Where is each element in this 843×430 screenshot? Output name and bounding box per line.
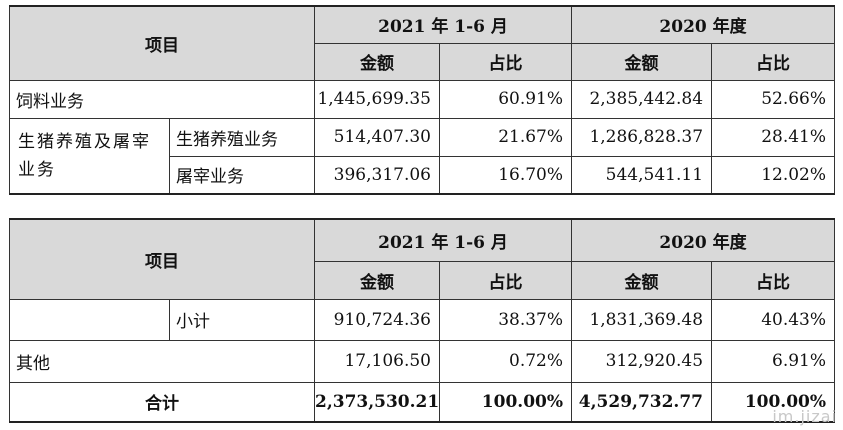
header-ratio-2021h1: 占比 [438, 42, 573, 81]
amount-2020: 544,541.11 [571, 155, 713, 195]
table-row-subtotal: 小计 910,724.36 38.37% 1,831,369.48 40.43% [9, 298, 836, 341]
table-row-feed: 饲料业务 1,445,699.35 60.91% 2,385,442.84 52… [9, 79, 836, 119]
amount-2020: 4,529,732.77 [571, 381, 713, 423]
row-group-label: 生猪养殖及屠宰业务 [9, 117, 170, 195]
amount-2021h1: 17,106.50 [314, 339, 440, 383]
table-row-other: 其他 17,106.50 0.72% 312,920.45 6.91% [9, 339, 836, 383]
row-label: 其他 [9, 339, 315, 383]
revenue-table-part2: 项目 2021 年 1-6 月 2020 年度 金额 占比 金额 占比 小计 9… [9, 218, 836, 423]
ratio-2020: 100.00% [711, 381, 836, 423]
header-period-2021h1: 2021 年 1-6 月 [313, 218, 573, 262]
row-label: 生猪养殖业务 [169, 117, 315, 157]
ratio-2021h1: 100.00% [438, 381, 573, 423]
ratio-2021h1: 0.72% [438, 339, 573, 383]
header-ratio-2021h1: 占比 [438, 260, 573, 300]
header-ratio-2020: 占比 [711, 260, 836, 300]
row-label: 屠宰业务 [169, 155, 315, 195]
ratio-2020: 6.91% [711, 339, 836, 383]
table-row-total: 合计 2,373,530.21 100.00% 4,529,732.77 100… [9, 381, 836, 423]
ratio-2020: 52.66% [711, 79, 836, 119]
revenue-table-part1: 项目 2021 年 1-6 月 2020 年度 金额 占比 金额 占比 饲料业务… [9, 5, 836, 195]
amount-2021h1: 396,317.06 [314, 155, 440, 195]
header-period-2020: 2020 年度 [571, 5, 836, 44]
amount-2021h1: 910,724.36 [314, 298, 440, 341]
header-row-periods: 项目 2021 年 1-6 月 2020 年度 [9, 5, 836, 81]
row-label: 合计 [9, 381, 315, 423]
header-item: 项目 [9, 218, 315, 300]
ratio-2021h1: 38.37% [438, 298, 573, 341]
header-row-subcolumns: 金额 占比 金额 占比 [10, 42, 836, 81]
header-item: 项目 [9, 5, 315, 81]
amount-2021h1: 2,373,530.21 [314, 381, 440, 423]
amount-2020: 1,286,828.37 [571, 117, 713, 157]
header-period-2021h1: 2021 年 1-6 月 [313, 5, 573, 44]
table-row-pig-farming: 生猪养殖及屠宰业务 生猪养殖业务 514,407.30 21.67% 1,286… [9, 117, 836, 195]
amount-2020: 2,385,442.84 [571, 79, 713, 119]
amount-2021h1: 1,445,699.35 [314, 79, 440, 119]
ratio-2021h1: 60.91% [438, 79, 573, 119]
header-ratio-2020: 占比 [711, 42, 836, 81]
header-amount-2020: 金额 [571, 42, 713, 81]
row-label: 饲料业务 [9, 79, 315, 119]
header-amount-2020: 金额 [571, 260, 713, 300]
header-period-2020: 2020 年度 [571, 218, 836, 262]
amount-2021h1: 514,407.30 [314, 117, 440, 157]
header-amount-2021h1: 金额 [314, 260, 440, 300]
watermark: im.jizai [772, 407, 837, 426]
amount-2020: 312,920.45 [571, 339, 713, 383]
header-row-subcolumns: 金额 占比 金额 占比 [10, 260, 836, 300]
amount-2020: 1,831,369.48 [571, 298, 713, 341]
ratio-2020: 28.41% [711, 117, 836, 157]
ratio-2021h1: 16.70% [438, 155, 573, 195]
row-label: 小计 [169, 298, 315, 341]
empty-cell [9, 298, 170, 341]
ratio-2021h1: 21.67% [438, 117, 573, 157]
header-amount-2021h1: 金额 [314, 42, 440, 81]
table-row-slaughter: 屠宰业务 396,317.06 16.70% 544,541.11 12.02% [10, 155, 836, 195]
ratio-2020: 12.02% [711, 155, 836, 195]
ratio-2020: 40.43% [711, 298, 836, 341]
header-row-periods: 项目 2021 年 1-6 月 2020 年度 [9, 218, 836, 300]
